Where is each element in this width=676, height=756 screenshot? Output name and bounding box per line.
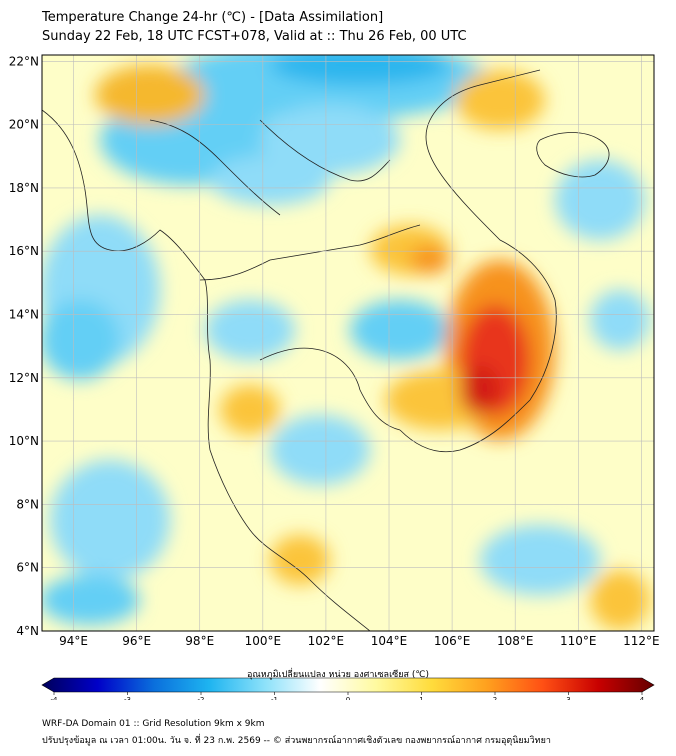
warm-anomaly-gulf-tonkin <box>455 70 545 130</box>
footer-update-info: ปรับปรุงข้อมูล ณ เวลา 01:00น. วัน จ. ที่… <box>42 736 551 746</box>
colorbar-tick-label: 2 <box>493 696 497 700</box>
warm-anomaly-myanmar-north <box>95 65 205 125</box>
colorbar-ticks: -4 -3 -2 -1 0 1 2 3 4 <box>51 692 645 700</box>
cool-anomaly-cambodia-north <box>350 300 450 360</box>
lon-tick-label: 106°E <box>434 634 471 648</box>
colorbar-label: อุณหภูมิเปลี่ยนแปลง หน่วย องศาเซลเซียส (… <box>246 670 430 680</box>
warm-anomaly-malaysia <box>270 535 330 585</box>
lat-tick-label: 4°N <box>16 624 39 638</box>
lon-tick-label: 94°E <box>59 634 88 648</box>
cool-anomaly-bay-of-bengal-b <box>42 300 120 380</box>
colorbar-tick-label: -2 <box>198 696 205 700</box>
lat-tick-label: 14°N <box>9 308 39 322</box>
cool-anomaly-thailand-central <box>205 300 295 360</box>
map-title: Temperature Change 24-hr (℃) - [Data Ass… <box>42 10 384 25</box>
cool-anomaly-south-china-sea <box>480 525 600 595</box>
colorbar-tick-label: -3 <box>124 696 131 700</box>
lat-tick-label: 6°N <box>16 561 39 575</box>
lat-tick-label: 20°N <box>9 118 39 132</box>
warm-anomaly-laos-core <box>410 246 450 274</box>
temperature-map: 22°N 20°N 18°N 16°N 14°N 12°N 10°N 8°N 6°N 4°N 94… <box>9 54 660 700</box>
longitude-axis: 94°E 96°E 98°E 100°E 102°E 104°E 106°E 108°E 110… <box>59 634 660 648</box>
colorbar-tick-label: 4 <box>640 696 645 700</box>
graticule <box>42 55 654 631</box>
lat-tick-label: 22°N <box>9 54 39 68</box>
lon-tick-label: 102°E <box>308 634 345 648</box>
lon-tick-label: 96°E <box>122 634 151 648</box>
footer-domain-info: WRF-DA Domain 01 :: Grid Resolution 9km … <box>42 719 265 729</box>
lon-tick-label: 112°E <box>623 634 660 648</box>
map-subtitle: Sunday 22 Feb, 18 UTC FCST+078, Valid at… <box>42 29 467 44</box>
warm-anomaly-core <box>460 365 500 415</box>
cool-anomaly-gulf-thailand <box>270 415 370 485</box>
colorbar-tick-label: -1 <box>271 696 278 700</box>
colorbar: -4 -3 -2 -1 0 1 2 3 4 <box>41 677 655 700</box>
warm-anomaly-south-east <box>590 570 650 630</box>
cool-anomaly-east-sea <box>555 160 645 240</box>
colorbar-tick-label: 3 <box>566 696 570 700</box>
warm-anomaly-thailand-south <box>220 385 280 435</box>
coastlines <box>42 69 610 631</box>
colorbar-tick-label: -4 <box>51 696 59 700</box>
lat-tick-label: 16°N <box>9 244 39 258</box>
lat-tick-label: 12°N <box>9 371 39 385</box>
latitude-axis: 22°N 20°N 18°N 16°N 14°N 12°N 10°N 8°N 6°N 4°N <box>9 54 39 638</box>
lat-tick-label: 10°N <box>9 434 39 448</box>
colorbar-tick-label: 1 <box>419 696 423 700</box>
lon-tick-label: 104°E <box>371 634 408 648</box>
cool-anomaly-north-b <box>270 55 450 85</box>
cool-anomaly-south-west <box>42 575 140 625</box>
lon-tick-label: 100°E <box>245 634 282 648</box>
lon-tick-label: 98°E <box>185 634 214 648</box>
lat-tick-label: 8°N <box>16 497 39 511</box>
lon-tick-label: 110°E <box>560 634 597 648</box>
lat-tick-label: 18°N <box>9 181 39 195</box>
lon-tick-label: 108°E <box>497 634 534 648</box>
cool-anomaly-east-sea-b <box>590 290 650 350</box>
colorbar-tick-label: 0 <box>346 696 350 700</box>
cool-anomaly-andaman <box>50 460 170 580</box>
map-frame <box>41 54 655 632</box>
cool-anomaly-north-e <box>210 155 330 205</box>
